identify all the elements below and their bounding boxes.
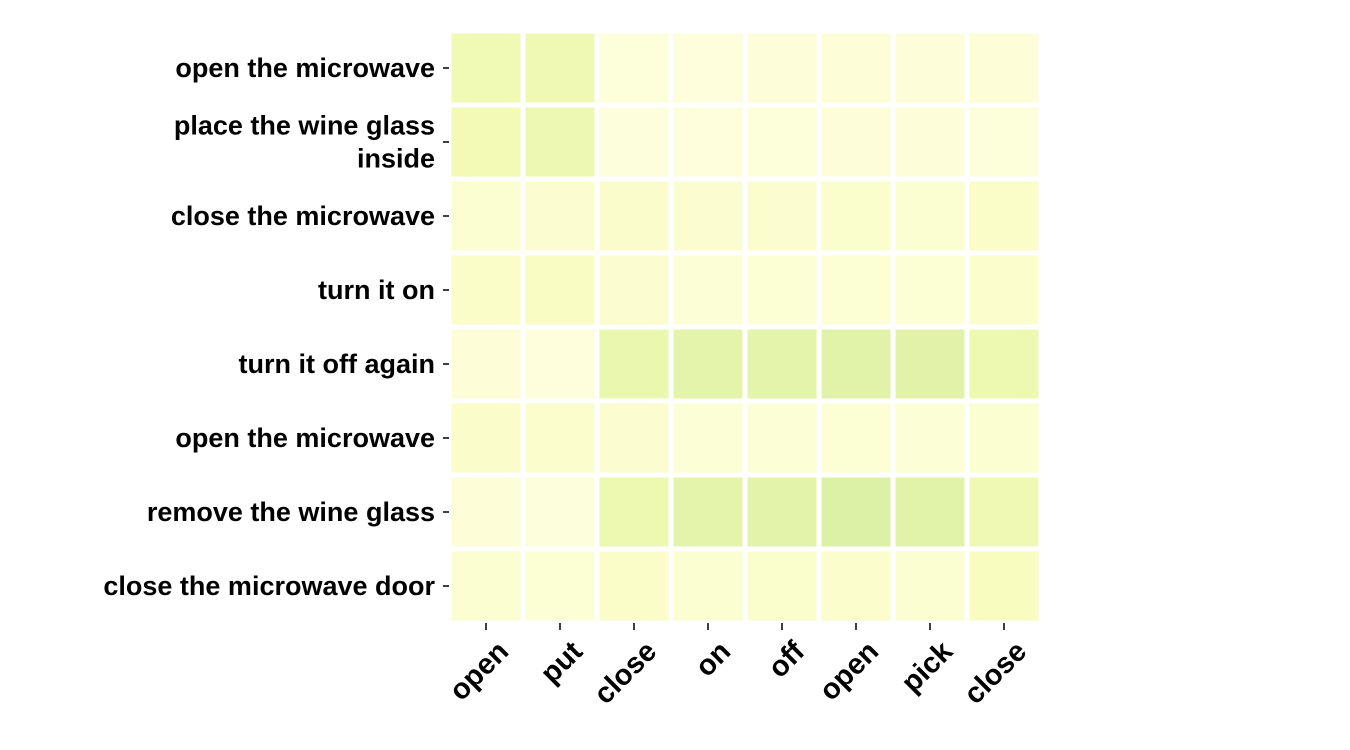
column-label: put <box>535 635 590 690</box>
heatmap-cell-r4-c7 <box>964 324 1044 404</box>
heatmap-cell-r7-c4 <box>742 546 822 626</box>
column-label: close <box>588 635 663 710</box>
row-label: close the microwave <box>171 201 435 231</box>
heatmap-cell-r4-c4 <box>742 324 822 404</box>
heatmap-cell-r2-c6 <box>890 176 970 256</box>
heatmap-cell-r7-c0 <box>446 546 526 626</box>
heatmap-cell-r7-c1 <box>520 546 600 626</box>
heatmap-cell-r0-c1 <box>520 28 600 108</box>
heatmap-cell-r3-c5 <box>816 250 896 330</box>
heatmap-cell-r1-c4 <box>742 102 822 182</box>
row-label: inside <box>357 144 435 174</box>
heatmap-cell-r3-c4 <box>742 250 822 330</box>
heatmap-cell-r5-c6 <box>890 398 970 478</box>
heatmap-cell-r1-c6 <box>890 102 970 182</box>
heatmap-cell-r4-c5 <box>816 324 896 404</box>
row-label: remove the wine glass <box>147 497 435 527</box>
row-label: place the wine glass <box>174 111 435 141</box>
heatmap-cell-r2-c1 <box>520 176 600 256</box>
heatmap-cell-r6-c0 <box>446 472 526 552</box>
heatmap-cell-r3-c7 <box>964 250 1044 330</box>
heatmap-cell-r5-c0 <box>446 398 526 478</box>
heatmap-cell-r2-c0 <box>446 176 526 256</box>
heatmap-cell-r0-c0 <box>446 28 526 108</box>
heatmap-cell-r5-c3 <box>668 398 748 478</box>
heatmap-cell-r7-c3 <box>668 546 748 626</box>
heatmap-cell-r7-c6 <box>890 546 970 626</box>
heatmap-cell-r1-c2 <box>594 102 674 182</box>
row-label: close the microwave door <box>103 571 435 601</box>
heatmap-cell-r5-c2 <box>594 398 674 478</box>
heatmap-cell-r6-c7 <box>964 472 1044 552</box>
heatmap-cell-r0-c5 <box>816 28 896 108</box>
row-label: turn it off again <box>239 349 435 379</box>
column-label: close <box>958 635 1033 710</box>
heatmap-cell-r2-c4 <box>742 176 822 256</box>
column-label: open <box>813 635 885 707</box>
heatmap-cells <box>446 28 1044 626</box>
row-labels: open the microwave place the wine glassin… <box>103 53 449 601</box>
heatmap-cell-r1-c5 <box>816 102 896 182</box>
heatmap-cell-r0-c2 <box>594 28 674 108</box>
heatmap-cell-r0-c7 <box>964 28 1044 108</box>
row-label: open the microwave <box>175 53 435 83</box>
heatmap-cell-r2-c2 <box>594 176 674 256</box>
column-label: off <box>762 635 811 684</box>
row-label: open the microwave <box>175 423 435 453</box>
heatmap-cell-r3-c2 <box>594 250 674 330</box>
heatmap-cell-r6-c3 <box>668 472 748 552</box>
heatmap-cell-r5-c1 <box>520 398 600 478</box>
heatmap-cell-r4-c3 <box>668 324 748 404</box>
heatmap-cell-r6-c2 <box>594 472 674 552</box>
heatmap-cell-r2-c7 <box>964 176 1044 256</box>
heatmap-cell-r7-c2 <box>594 546 674 626</box>
heatmap-cell-r5-c4 <box>742 398 822 478</box>
heatmap-cell-r2-c3 <box>668 176 748 256</box>
heatmap-cell-r4-c6 <box>890 324 970 404</box>
heatmap-cell-r3-c6 <box>890 250 970 330</box>
heatmap-cell-r6-c4 <box>742 472 822 552</box>
heatmap-cell-r3-c1 <box>520 250 600 330</box>
heatmap-cell-r6-c5 <box>816 472 896 552</box>
column-label: open <box>443 635 515 707</box>
heatmap-cell-r7-c7 <box>964 546 1044 626</box>
heatmap-cell-r5-c7 <box>964 398 1044 478</box>
heatmap-cell-r1-c1 <box>520 102 600 182</box>
heatmap-cell-r1-c7 <box>964 102 1044 182</box>
heatmap-cell-r4-c2 <box>594 324 674 404</box>
row-label: turn it on <box>318 275 435 305</box>
heatmap-cell-r1-c0 <box>446 102 526 182</box>
heatmap-cell-r4-c0 <box>446 324 526 404</box>
column-label: on <box>689 635 737 683</box>
heatmap-cell-r3-c3 <box>668 250 748 330</box>
heatmap-cell-r4-c1 <box>520 324 600 404</box>
heatmap-cell-r2-c5 <box>816 176 896 256</box>
heatmap-cell-r5-c5 <box>816 398 896 478</box>
heatmap-cell-r3-c0 <box>446 250 526 330</box>
heatmap-cell-r1-c3 <box>668 102 748 182</box>
heatmap-cell-r6-c6 <box>890 472 970 552</box>
heatmap-cell-r6-c1 <box>520 472 600 552</box>
heatmap-cell-r7-c5 <box>816 546 896 626</box>
column-label: pick <box>895 635 959 699</box>
heatmap-cell-r0-c6 <box>890 28 970 108</box>
heatmap-cell-r0-c4 <box>742 28 822 108</box>
heatmap-cell-r0-c3 <box>668 28 748 108</box>
